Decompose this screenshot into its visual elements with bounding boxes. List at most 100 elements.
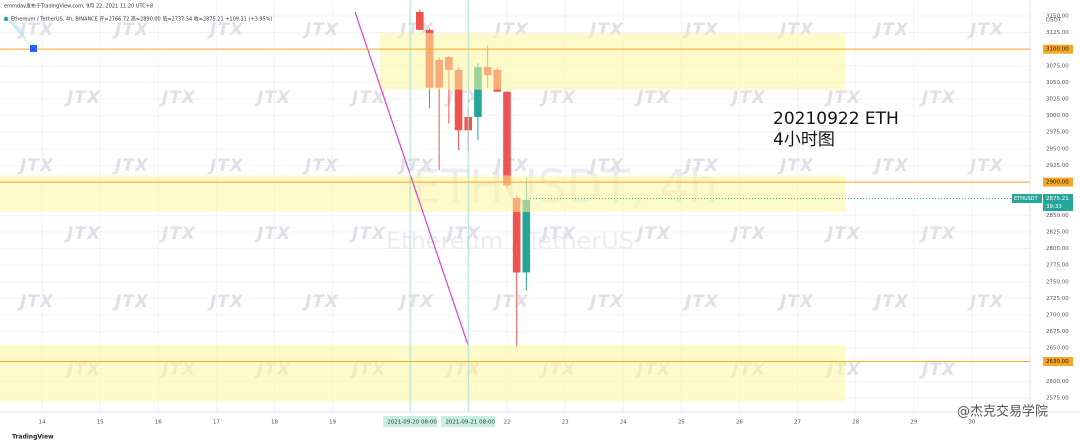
y-tick-label: 2800.00 — [1046, 246, 1069, 252]
y-tick-label: 2950.00 — [1046, 146, 1069, 152]
symbol-tag: ETHUSDT — [1014, 196, 1039, 202]
countdown: 39:33 — [1046, 204, 1062, 210]
x-tick-label: 18 — [271, 420, 278, 426]
watermark-brand: JTX — [872, 156, 909, 176]
drawing-shape — [2, 14, 30, 46]
watermark-brand: JTX — [682, 292, 719, 312]
watermark-brand: JTX — [777, 156, 814, 176]
y-tick-label: 2575.00 — [1046, 396, 1069, 402]
watermark-brand: JTX — [919, 360, 956, 380]
watermark-brand: JTX — [919, 88, 956, 108]
trend-line — [354, 11, 469, 346]
y-tick-label: 2650.00 — [1046, 346, 1069, 352]
candle-body — [454, 69, 463, 131]
watermark-brand: JTX — [64, 224, 101, 244]
level-tag — [1043, 356, 1073, 366]
watermark-brand: JTX — [349, 88, 386, 108]
watermark-brand: JTX — [967, 20, 1004, 40]
x-tick-label: 25 — [678, 420, 685, 426]
x-tick-label: 24 — [620, 420, 627, 426]
y-tick-label: 2725.00 — [1046, 296, 1069, 302]
x-tick-label: 30 — [968, 420, 975, 426]
y-tick-label: 2975.00 — [1046, 130, 1069, 136]
price-zone — [0, 344, 845, 402]
watermark-brand: JTX — [444, 224, 481, 244]
x-tick-label: 27 — [794, 420, 801, 426]
level-label: 2630.00 — [1046, 359, 1069, 365]
watermark-brand: JTX — [64, 88, 101, 108]
candle-body — [512, 198, 521, 273]
watermark-brand: JTX — [302, 156, 339, 176]
legend-dot — [3, 16, 9, 22]
watermark-brand: JTX — [777, 292, 814, 312]
watermark-brand: JTX — [729, 88, 766, 108]
y-tick-label: 2675.00 — [1046, 329, 1069, 335]
watermark-brand: JTX — [397, 292, 434, 312]
watermark-brand: JTX — [587, 156, 624, 176]
candle-body — [474, 67, 482, 117]
watermark-brand: JTX — [492, 292, 529, 312]
header: emmdav发布于TradingView.com, 9月 22, 2021 11… — [4, 3, 153, 10]
y-tick-label: 2600.00 — [1046, 379, 1069, 385]
x-tick-highlight — [383, 416, 438, 427]
watermark-brand: JTX — [539, 88, 576, 108]
y-tick-label: 3125.00 — [1046, 30, 1069, 36]
y-tick-label: 3075.00 — [1046, 63, 1069, 69]
candle-body — [416, 11, 424, 30]
watermark-brand: JTX — [682, 156, 719, 176]
watermark-brand: JTX — [872, 292, 909, 312]
watermark-brand: JTX — [967, 292, 1004, 312]
x-tick-label: 28 — [852, 420, 859, 426]
x-tick-label: 2021-09-21 08:00 — [445, 420, 495, 426]
currency-label: USDT — [1046, 18, 1062, 24]
watermark-brand: JTX — [254, 224, 291, 244]
watermark-brand: JTX — [729, 224, 766, 244]
x-tick-label: 22 — [503, 420, 510, 426]
watermark-brand: JTX — [112, 292, 149, 312]
watermark-brand: JTX — [159, 88, 196, 108]
y-tick-label: 3025.00 — [1046, 97, 1069, 103]
watermark-brand: JTX — [207, 20, 244, 40]
watermark-brand: JTX — [824, 88, 861, 108]
x-tick-label: 2021-09-20 08:00 — [387, 420, 437, 426]
watermark-brand: JTX — [967, 156, 1004, 176]
y-tick-label: 3150.00 — [1046, 13, 1069, 19]
x-tick-label: 14 — [39, 420, 46, 426]
drawing-handle — [30, 45, 37, 52]
watermark-name: Ethereum / TetherUS — [386, 227, 634, 255]
x-tick-label: 26 — [736, 420, 743, 426]
x-tick-label: 19 — [329, 420, 336, 426]
y-tick-label: 2850.00 — [1046, 213, 1069, 219]
annotation: 4小时图 — [773, 130, 835, 150]
watermark-brand: JTX — [207, 156, 244, 176]
y-tick-label: 3050.00 — [1046, 80, 1069, 86]
last-price-tag — [1043, 194, 1073, 212]
legend-line: Ethereum / TetherUS, 4h, BINANCE 开=2766.… — [11, 16, 273, 23]
watermark-brand: JTX — [919, 224, 956, 244]
y-tick-label: 2750.00 — [1046, 279, 1069, 285]
credit: @杰克交易学院 — [957, 404, 1048, 420]
watermark-brand: JTX — [302, 292, 339, 312]
watermark-brand: JTX — [872, 20, 909, 40]
watermark-brand: JTX — [254, 88, 291, 108]
watermark-brand: JTX — [349, 224, 386, 244]
watermark-brand: JTX — [17, 156, 54, 176]
candle-body — [522, 200, 531, 273]
last-price-label: 2875.21 — [1046, 196, 1069, 202]
level-label: 3100.00 — [1046, 47, 1069, 53]
watermark-brand: JTX — [397, 156, 434, 176]
annotation: 20210922 ETH — [773, 109, 899, 129]
x-tick-label: 29 — [910, 420, 917, 426]
y-tick-label: 2700.00 — [1046, 312, 1069, 318]
x-tick-label: 17 — [213, 420, 220, 426]
level-tag — [1043, 177, 1073, 187]
level-label: 2900.00 — [1046, 180, 1069, 186]
y-tick-label: 3000.00 — [1046, 113, 1069, 119]
x-tick-label: 15 — [97, 420, 104, 426]
watermark-brand: JTX — [302, 20, 339, 40]
watermark-brand: JTX — [634, 88, 671, 108]
y-tick-label: 2925.00 — [1046, 163, 1069, 169]
price-zone — [380, 33, 845, 90]
watermark-brand: JTX — [159, 224, 196, 244]
